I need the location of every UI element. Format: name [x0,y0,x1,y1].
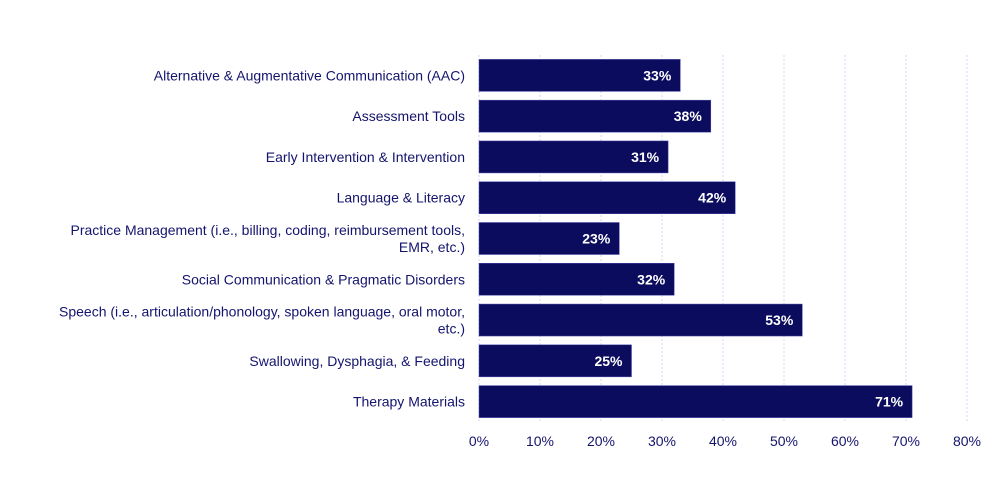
x-tick-label: 40% [709,433,737,449]
data-label: 42% [698,190,727,206]
x-tick-label: 70% [892,433,920,449]
x-tick-label: 50% [770,433,798,449]
bar [478,99,712,133]
data-label: 25% [594,353,623,369]
x-tick-label: 60% [831,433,859,449]
category-label: EMR, etc.) [399,239,465,255]
category-label: Assessment Tools [352,108,465,124]
data-label: 23% [582,231,611,247]
data-label: 71% [875,394,904,410]
category-label: Practice Management (i.e., billing, codi… [70,222,465,238]
category-label: Swallowing, Dysphagia, & Feeding [249,353,465,369]
category-label: Social Communication & Pragmatic Disorde… [182,271,465,287]
category-label: Alternative & Augmentative Communication… [154,67,465,83]
data-label: 38% [674,108,703,124]
bar [478,263,675,296]
category-label: etc.) [438,321,465,337]
category-label: Therapy Materials [353,394,465,410]
data-label: 53% [765,312,794,328]
x-tick-label: 30% [648,433,676,449]
data-label: 33% [643,67,672,83]
bar [478,385,913,418]
data-label: 32% [637,271,666,287]
bar [478,140,669,174]
category-label: Speech (i.e., articulation/phonology, sp… [59,304,465,320]
bar [478,344,632,378]
bar [478,303,803,337]
x-tick-label: 20% [587,433,615,449]
x-tick-label: 10% [526,433,554,449]
bar [478,59,681,92]
bar [478,222,620,255]
category-label: Early Intervention & Intervention [266,149,465,165]
bar [478,181,736,214]
x-tick-label: 0% [469,433,489,449]
x-tick-label: 80% [953,433,981,449]
category-label: Language & Literacy [337,190,465,206]
data-label: 31% [631,149,660,165]
